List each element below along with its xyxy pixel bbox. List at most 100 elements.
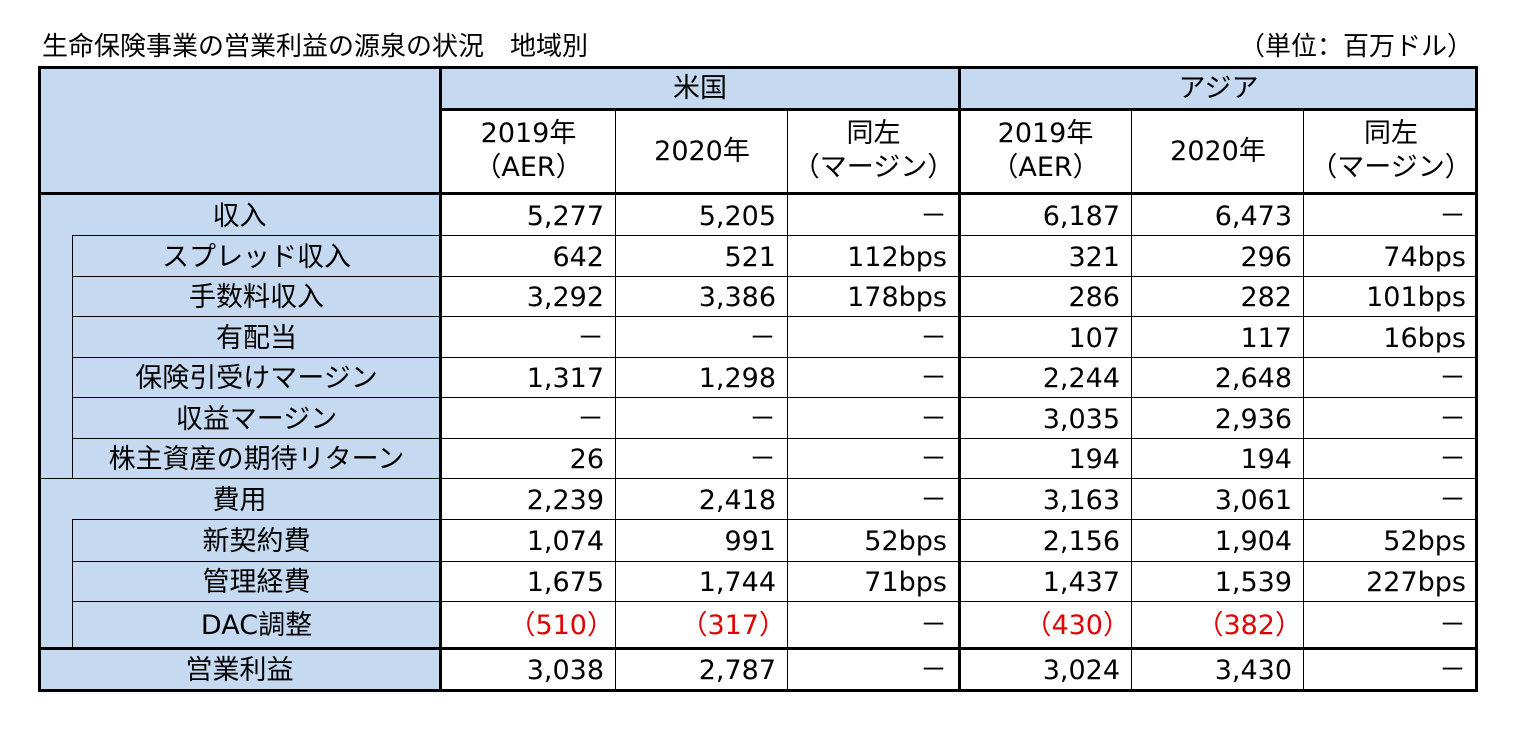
cell-underwriting-margin-us-margin: － [920,363,947,394]
cell-fee-income-us-2020: 3,386 [698,282,776,313]
col-header-asia-2020: 2020年 [1170,136,1266,167]
cell-expected-return-shareholder-assets-us-2020: － [749,444,776,475]
cell-revenue-margin-us-margin: － [920,404,947,435]
cell-administrative-expenses-us-2019: 1,675 [526,567,604,598]
operating-profit-table: 米国 アジア 2019年 （AER） 2020年 同左 （マージン） 2019年… [38,66,1478,692]
table-title: 生命保険事業の営業利益の源泉の状況 地域別 [42,32,589,62]
col-header-asia-margin-line1: 同左 [1364,118,1418,149]
col-header-us-margin-line2: （マージン） [792,152,955,183]
col-header-asia-2019: 2019年 （AER） [959,111,1132,193]
cell-revenue-margin-us-2020: － [749,404,776,435]
cell-dac-adjustment-asia-margin: － [1439,610,1466,641]
col-header-us-margin-line1: 同左 [846,118,901,149]
label-block-profit [38,649,441,692]
cell-acquisition-costs-asia-margin: 52bps [1383,526,1466,557]
cell-expected-return-shareholder-assets-asia-2019: 194 [1068,444,1120,475]
row-label-spread-income: スプレッド収入 [162,242,351,273]
cell-administrative-expenses-asia-margin: 227bps [1366,567,1466,598]
row-label-expected-return-shareholder-assets: 株主資産の期待リターン [108,444,405,475]
cell-revenue-us-2019: 5,277 [526,201,604,232]
cell-revenue-margin-asia-2020: 2,936 [1214,404,1292,435]
cell-fee-income-asia-2019: 286 [1068,282,1120,313]
cell-expenses-us-2019: 2,239 [526,485,604,516]
row-label-administrative-expenses: 管理経費 [202,567,311,598]
cell-revenue-us-2020: 5,205 [698,201,776,232]
cell-operating-profit-asia-margin: － [1439,655,1466,686]
col-header-asia-margin-line2: （マージン） [1310,152,1472,183]
cell-spread-income-asia-2020: 296 [1240,242,1292,273]
cell-dac-adjustment-us-margin: － [920,610,947,641]
cell-spread-income-asia-2019: 321 [1068,242,1120,273]
cell-underwriting-margin-asia-2020: 2,648 [1214,363,1292,394]
row-label-acquisition-costs: 新契約費 [202,526,311,557]
col-header-asia-margin: 同左 （マージン） [1304,111,1478,193]
row-label-revenue: 収入 [212,201,267,232]
cell-expected-return-shareholder-assets-asia-2020: 194 [1240,444,1292,475]
col-header-us-2019: 2019年 （AER） [441,111,616,193]
cell-dac-adjustment-asia-2020: （382） [1196,610,1302,641]
col-header-us-2019-aer: （AER） [474,152,583,183]
col-header-us-margin: 同左 （マージン） [788,111,959,193]
cell-expenses-asia-2020: 3,061 [1214,485,1292,516]
row-label-underwriting-margin: 保険引受けマージン [135,363,378,394]
cell-revenue-asia-2020: 6,473 [1214,201,1292,232]
cell-fee-income-us-margin: 178bps [847,282,947,313]
cell-administrative-expenses-asia-2020: 1,539 [1214,567,1292,598]
cell-spread-income-us-2020: 521 [724,242,776,273]
col-header-asia-2019-aer: （AER） [991,152,1100,183]
cell-administrative-expenses-us-margin: 71bps [864,567,947,598]
row-label-dac-adjustment: DAC調整 [200,610,313,641]
cell-fee-income-asia-margin: 101bps [1366,282,1466,313]
col-header-us-2019-year: 2019年 [480,118,577,149]
cell-administrative-expenses-asia-2019: 1,437 [1042,567,1120,598]
cell-dac-adjustment-us-2019: （510） [508,610,614,641]
cell-expenses-us-margin: － [920,485,947,516]
row-label-fee-income: 手数料収入 [189,282,324,313]
region-asia: アジア [959,66,1478,109]
cell-spread-income-asia-margin: 74bps [1383,242,1466,273]
col-header-us-2020: 2020年 [654,136,750,167]
cell-participating-asia-2019: 107 [1068,323,1120,354]
cell-dac-adjustment-us-2020: （317） [680,610,786,641]
unit-label: （単位：百万ドル） [1238,32,1473,62]
row-label-participating: 有配当 [216,323,297,354]
cell-acquisition-costs-asia-2019: 2,156 [1042,526,1120,557]
cell-revenue-margin-us-2019: － [577,404,604,435]
cell-expenses-us-2020: 2,418 [698,485,776,516]
label-block-expense [38,479,441,649]
cell-operating-profit-asia-2020: 3,430 [1214,655,1292,686]
cell-participating-us-2020: － [749,323,776,354]
cell-participating-us-margin: － [920,323,947,354]
cell-participating-asia-2020: 117 [1240,323,1292,354]
cell-operating-profit-us-2020: 2,787 [698,655,776,686]
cell-revenue-asia-2019: 6,187 [1042,201,1120,232]
cell-revenue-margin-asia-margin: － [1439,404,1466,435]
cell-underwriting-margin-us-2020: 1,298 [698,363,776,394]
cell-operating-profit-asia-2019: 3,024 [1042,655,1120,686]
cell-underwriting-margin-asia-2019: 2,244 [1042,363,1120,394]
col-header-asia-2019-year: 2019年 [997,118,1094,149]
cell-revenue-margin-asia-2019: 3,035 [1042,404,1120,435]
cell-revenue-asia-margin: － [1439,201,1466,232]
cell-participating-us-2019: － [577,323,604,354]
cell-expenses-asia-2019: 3,163 [1042,485,1120,516]
cell-expected-return-shareholder-assets-asia-margin: － [1439,444,1466,475]
cell-participating-asia-margin: 16bps [1383,323,1466,354]
region-us: 米国 [441,66,959,109]
cell-fee-income-asia-2020: 282 [1240,282,1292,313]
cell-revenue-us-margin: － [920,201,947,232]
cell-administrative-expenses-us-2020: 1,744 [698,567,776,598]
cell-expected-return-shareholder-assets-us-2019: 26 [569,444,604,475]
cell-spread-income-us-margin: 112bps [847,242,947,273]
cell-acquisition-costs-us-margin: 52bps [864,526,947,557]
header-corner [38,66,441,193]
row-label-operating-profit: 営業利益 [185,655,294,686]
cell-fee-income-us-2019: 3,292 [526,282,604,313]
cell-acquisition-costs-us-2019: 1,074 [526,526,604,557]
row-label-revenue-margin: 収益マージン [175,404,338,435]
cell-operating-profit-us-2019: 3,038 [526,655,604,686]
cell-expected-return-shareholder-assets-us-margin: － [920,444,947,475]
cell-acquisition-costs-asia-2020: 1,904 [1214,526,1292,557]
cell-acquisition-costs-us-2020: 991 [724,526,776,557]
cell-spread-income-us-2019: 642 [552,242,604,273]
